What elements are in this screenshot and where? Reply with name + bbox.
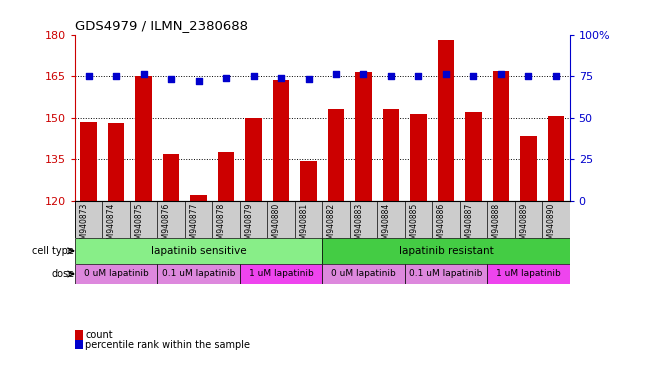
Bar (75, 238, 322, 264)
Bar (355, 72, 372, 384)
Text: 0 uM lapatinib: 0 uM lapatinib (331, 270, 396, 278)
Text: 1 uM lapatinib: 1 uM lapatinib (249, 270, 313, 278)
Text: GSM940887: GSM940887 (464, 202, 473, 249)
Text: 0 uM lapatinib: 0 uM lapatinib (84, 270, 148, 278)
Text: GSM940881: GSM940881 (299, 202, 309, 248)
Bar (190, 195, 207, 384)
Bar (135, 76, 152, 384)
Text: 1 uM lapatinib: 1 uM lapatinib (496, 270, 561, 278)
Text: GDS4979 / ILMN_2380688: GDS4979 / ILMN_2380688 (75, 19, 248, 32)
Point (139, 71, 149, 78)
Bar (322, 264, 405, 284)
Text: GSM940886: GSM940886 (437, 202, 446, 249)
Point (166, 76, 176, 83)
Bar (327, 109, 344, 384)
Text: cell type: cell type (33, 246, 74, 256)
Text: 0.1 uM lapatinib: 0.1 uM lapatinib (409, 270, 482, 278)
Text: GSM940876: GSM940876 (162, 202, 171, 249)
Point (331, 71, 341, 78)
Bar (547, 116, 564, 384)
Bar (437, 40, 454, 384)
Bar (465, 112, 482, 384)
Bar (163, 154, 179, 384)
Text: GSM940889: GSM940889 (519, 202, 529, 249)
Point (303, 76, 314, 83)
Text: percentile rank within the sample: percentile rank within the sample (85, 340, 250, 350)
Text: lapatinib sensitive: lapatinib sensitive (151, 246, 246, 256)
Point (551, 73, 561, 79)
Text: count: count (85, 330, 113, 340)
Bar (218, 152, 234, 384)
Text: GSM940878: GSM940878 (217, 202, 226, 249)
Bar (273, 80, 289, 384)
Text: GSM940888: GSM940888 (492, 202, 501, 248)
Text: GSM940873: GSM940873 (79, 202, 89, 249)
Bar (405, 264, 487, 284)
Text: GSM940879: GSM940879 (245, 202, 253, 249)
Bar (383, 109, 399, 384)
Bar (322, 238, 570, 264)
Text: GSM940875: GSM940875 (135, 202, 144, 249)
Text: GSM940877: GSM940877 (189, 202, 199, 249)
Text: dose: dose (51, 269, 74, 279)
Bar (493, 71, 509, 384)
Point (441, 71, 451, 78)
Text: GSM940880: GSM940880 (272, 202, 281, 249)
Point (413, 73, 424, 79)
Bar (410, 114, 426, 384)
Point (276, 75, 286, 81)
Bar (75, 264, 158, 284)
Bar (158, 264, 240, 284)
Text: lapatinib resistant: lapatinib resistant (398, 246, 493, 256)
Text: GSM940882: GSM940882 (327, 202, 336, 248)
Point (386, 73, 396, 79)
Point (248, 73, 258, 79)
Point (111, 73, 121, 79)
Bar (80, 122, 97, 384)
Point (523, 73, 534, 79)
Point (358, 71, 368, 78)
Text: GSM940890: GSM940890 (547, 202, 556, 249)
Point (495, 71, 506, 78)
Bar (520, 136, 536, 384)
Bar (240, 264, 322, 284)
Point (193, 78, 204, 84)
Bar (108, 123, 124, 384)
Point (83, 73, 94, 79)
Bar (487, 264, 570, 284)
Text: GSM940884: GSM940884 (382, 202, 391, 249)
Bar (300, 161, 317, 384)
Text: GSM940874: GSM940874 (107, 202, 116, 249)
Text: GSM940883: GSM940883 (355, 202, 363, 249)
Text: GSM940885: GSM940885 (409, 202, 419, 249)
Point (468, 73, 478, 79)
Text: 0.1 uM lapatinib: 0.1 uM lapatinib (162, 270, 235, 278)
Point (221, 75, 231, 81)
Bar (245, 118, 262, 384)
